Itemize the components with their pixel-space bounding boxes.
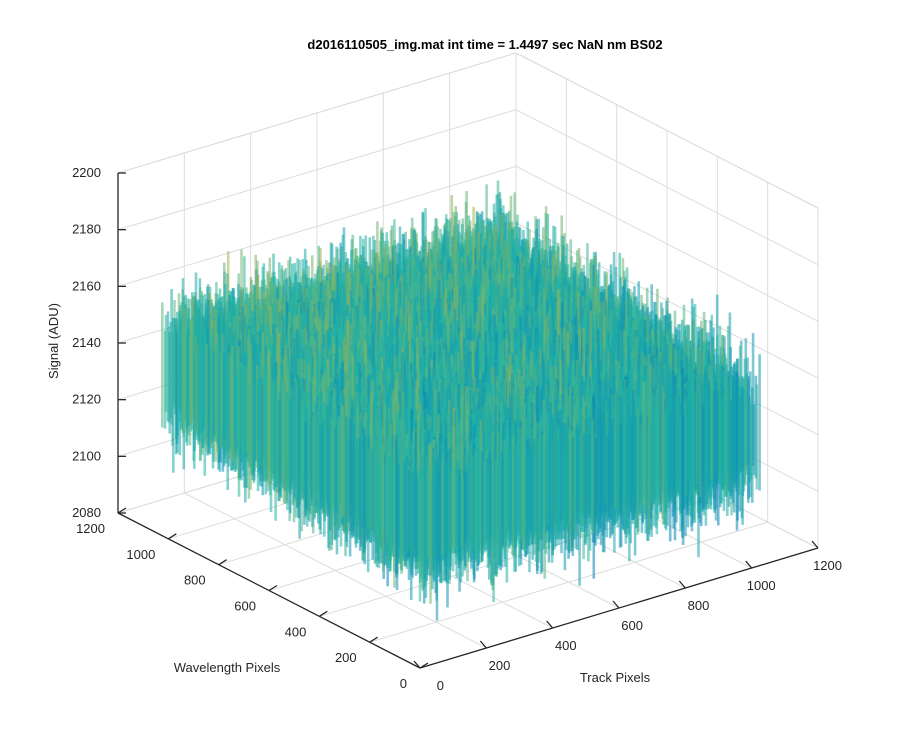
grid-line-z-backwall: [117, 109, 517, 231]
box-edge: [515, 52, 819, 209]
grid-line-y-floor: [369, 521, 768, 643]
grid-line-z-sidewall: [515, 165, 819, 322]
box-edge: [117, 52, 517, 174]
surface: [161, 180, 761, 621]
grid-line-z-sidewall: [515, 109, 819, 266]
grid-line-z-backwall: [117, 165, 517, 287]
